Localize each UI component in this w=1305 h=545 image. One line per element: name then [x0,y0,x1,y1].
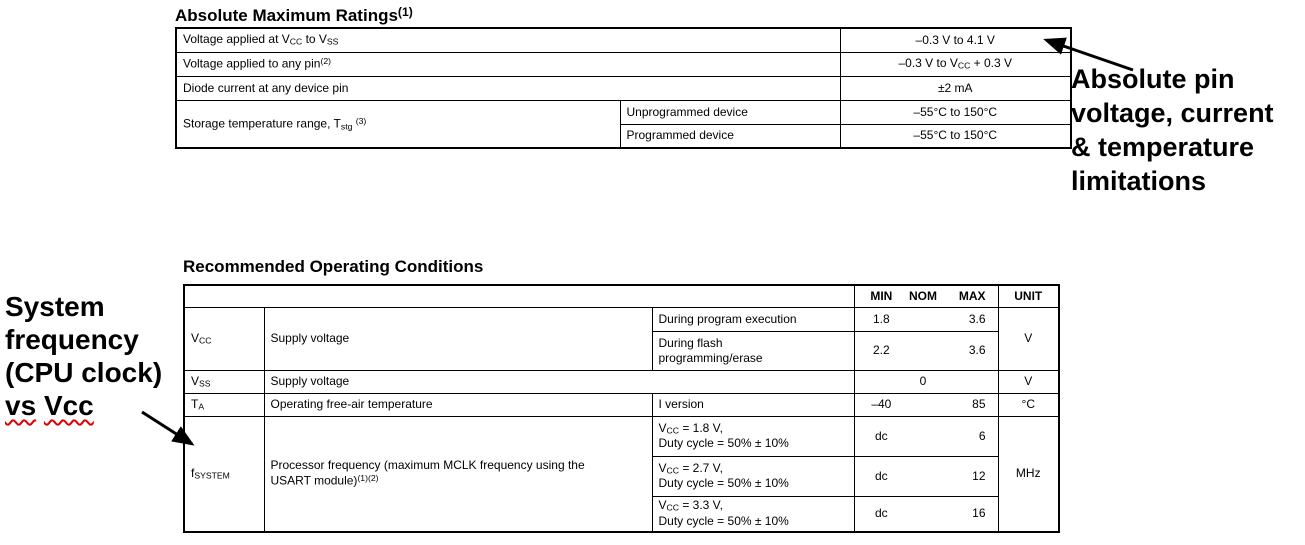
min-value: 1.8 [872,311,890,326]
condition-cell: Programmed device [619,123,841,149]
nom-header: NOM [909,288,937,303]
symbol-cell: fSYSTEM [183,415,265,533]
symbol-cell: VSS [183,369,265,394]
rec-op-conditions-table: MIN NOM MAX UNIT VCC Supply voltage Duri… [183,284,1060,533]
min-nom-max-cell: –40 85 [853,392,999,417]
max-value: 85 [972,397,986,411]
min-nom-max-cell: dc 16 [853,495,999,533]
max-value: 16 [972,506,986,521]
param-cell: Supply voltage [263,306,653,371]
min-nom-max-cell: dc 6 [853,415,999,457]
value-cell: –55°C to 150°C [839,99,1072,125]
max-value: 3.6 [968,343,986,357]
table-row: fSYSTEM Processor frequency (maximum MCL… [183,415,1060,533]
callout-line: Absolute pin [1071,64,1235,94]
callout-line: System [5,291,105,322]
condition-cell: I version [651,392,855,417]
min-nom-max-header-cell: MIN NOM MAX [853,284,999,308]
min-nom-max-cell: 2.2 3.6 [853,330,999,371]
max-value: 6 [978,428,986,443]
symbol-cell: VCC [183,306,265,371]
param-cell: Processor frequency (maximum MCLK freque… [263,415,653,533]
callout-line: & temperature [1071,132,1255,162]
abs-max-ratings-table: Voltage applied at VCC to VSS –0.3 V to … [175,27,1072,149]
min-nom-max-cell: 1.8 3.6 [853,306,999,332]
callout-line: vs Vcc [5,390,94,421]
unit-cell: MHz [997,415,1060,533]
symbol-cell: TA [183,392,265,417]
param-cell: Supply voltage [263,369,855,394]
param-cell: Diode current at any device pin [175,75,841,101]
param-cell: Voltage applied at VCC to VSS [175,27,841,53]
table-row: Voltage applied at VCC to VSS –0.3 V to … [175,27,1072,53]
system-frequency-callout: System frequency (CPU clock) vs Vcc [5,290,162,422]
min-value: dc [874,428,888,443]
table-header-row: MIN NOM MAX UNIT [183,284,1060,308]
table-row: Diode current at any device pin ±2 mA [175,75,1072,101]
table-row: VCC = 3.3 V, Duty cycle = 50% ± 10% dc 16 [184,495,1059,533]
min-nom-max-cell: dc 12 [853,455,999,497]
unit-header-cell: UNIT [997,284,1060,308]
callout-line: (CPU clock) [5,357,163,388]
param-cell: Voltage applied to any pin(2) [175,51,841,77]
value-cell: ±2 mA [839,75,1072,101]
table-row: VSS Supply voltage 0 V [183,369,1060,394]
header-spacer-cell [183,284,855,308]
condition-cell: During flash programming/erase [651,330,855,371]
condition-cell: During program execution [651,306,855,332]
max-header: MAX [958,288,986,303]
condition-cell: VCC = 1.8 V, Duty cycle = 50% ± 10% [651,415,855,457]
callout-line: frequency [5,324,139,355]
unit-cell: V [997,306,1060,371]
min-value: –40 [871,397,892,411]
table-row: During flash programming/erase 2.2 3.6 [184,330,1059,371]
abs-max-ratings-title: Absolute Maximum Ratings(1) [175,5,413,25]
min-nom-max-cell: 0 [853,369,999,394]
max-value: 12 [972,468,986,483]
min-value: dc [874,506,888,521]
param-cell: Storage temperature range, Tstg (3) [175,99,621,149]
rec-op-conditions-title: Recommended Operating Conditions [183,257,484,276]
table-row: Programmed device –55°C to 150°C [176,123,1072,149]
value-cell: –0.3 V to 4.1 V [839,27,1072,53]
condition-cell: VCC = 2.7 V, Duty cycle = 50% ± 10% [651,455,855,497]
param-cell: Operating free-air temperature [263,392,653,417]
table-row: Voltage applied to any pin(2) –0.3 V to … [175,51,1072,77]
min-value: 2.2 [872,343,890,357]
callout-line: limitations [1071,166,1207,196]
value-cell: –55°C to 150°C [839,123,1072,149]
unit-cell: V [997,369,1060,394]
max-value: 3.6 [968,311,986,326]
unit-cell: °C [997,392,1060,417]
table-row: Storage temperature range, Tstg (3) Unpr… [175,99,1072,149]
table-row: VCC = 2.7 V, Duty cycle = 50% ± 10% dc 12 [184,455,1059,497]
condition-cell: Unprogrammed device [619,99,841,125]
min-header: MIN [870,288,893,303]
callout-line: voltage, current [1071,98,1274,128]
value-cell: –0.3 V to VCC + 0.3 V [839,51,1072,77]
condition-cell: VCC = 3.3 V, Duty cycle = 50% ± 10% [651,495,855,533]
table-row: TA Operating free-air temperature I vers… [183,392,1060,417]
min-value: dc [874,468,888,483]
table-row: VCC Supply voltage During program execut… [183,306,1060,371]
abs-max-callout: Absolute pin voltage, current & temperat… [1071,62,1274,198]
nom-value: 0 [919,374,927,388]
